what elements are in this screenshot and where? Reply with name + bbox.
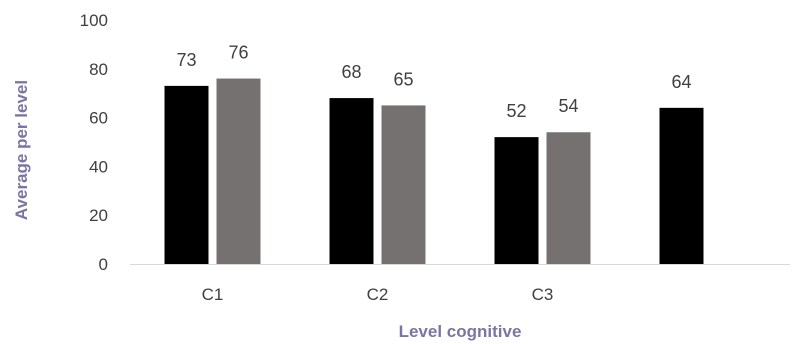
bars [164, 78, 704, 265]
y-axis-ticks: 0 20 40 60 80 100 [80, 11, 108, 274]
bar [329, 98, 374, 264]
y-tick-label: 0 [99, 255, 108, 274]
bar [659, 107, 704, 264]
x-tick-label: C1 [202, 285, 224, 304]
x-tick-label: C2 [367, 285, 389, 304]
bar [381, 105, 426, 265]
data-label: 64 [671, 72, 691, 92]
data-label: 65 [393, 69, 413, 89]
bar [164, 85, 209, 264]
data-label: 54 [558, 96, 578, 116]
y-tick-label: 60 [89, 109, 108, 128]
data-label: 68 [341, 62, 361, 82]
y-tick-label: 40 [89, 157, 108, 176]
bar [216, 78, 261, 264]
data-label: 76 [228, 43, 248, 63]
data-labels: 73 76 68 65 52 54 64 [176, 43, 691, 122]
x-axis-title: Level cognitive [399, 322, 522, 341]
y-tick-label: 80 [89, 60, 108, 79]
bar [546, 132, 591, 264]
y-tick-label: 20 [89, 206, 108, 225]
data-label: 73 [176, 50, 196, 70]
y-axis-title: Average per level [12, 80, 31, 220]
x-axis-ticks: C1 C2 C3 [202, 285, 554, 304]
data-label: 52 [506, 101, 526, 121]
x-tick-label: C3 [532, 285, 554, 304]
bar [494, 137, 539, 264]
y-tick-label: 100 [80, 11, 108, 30]
